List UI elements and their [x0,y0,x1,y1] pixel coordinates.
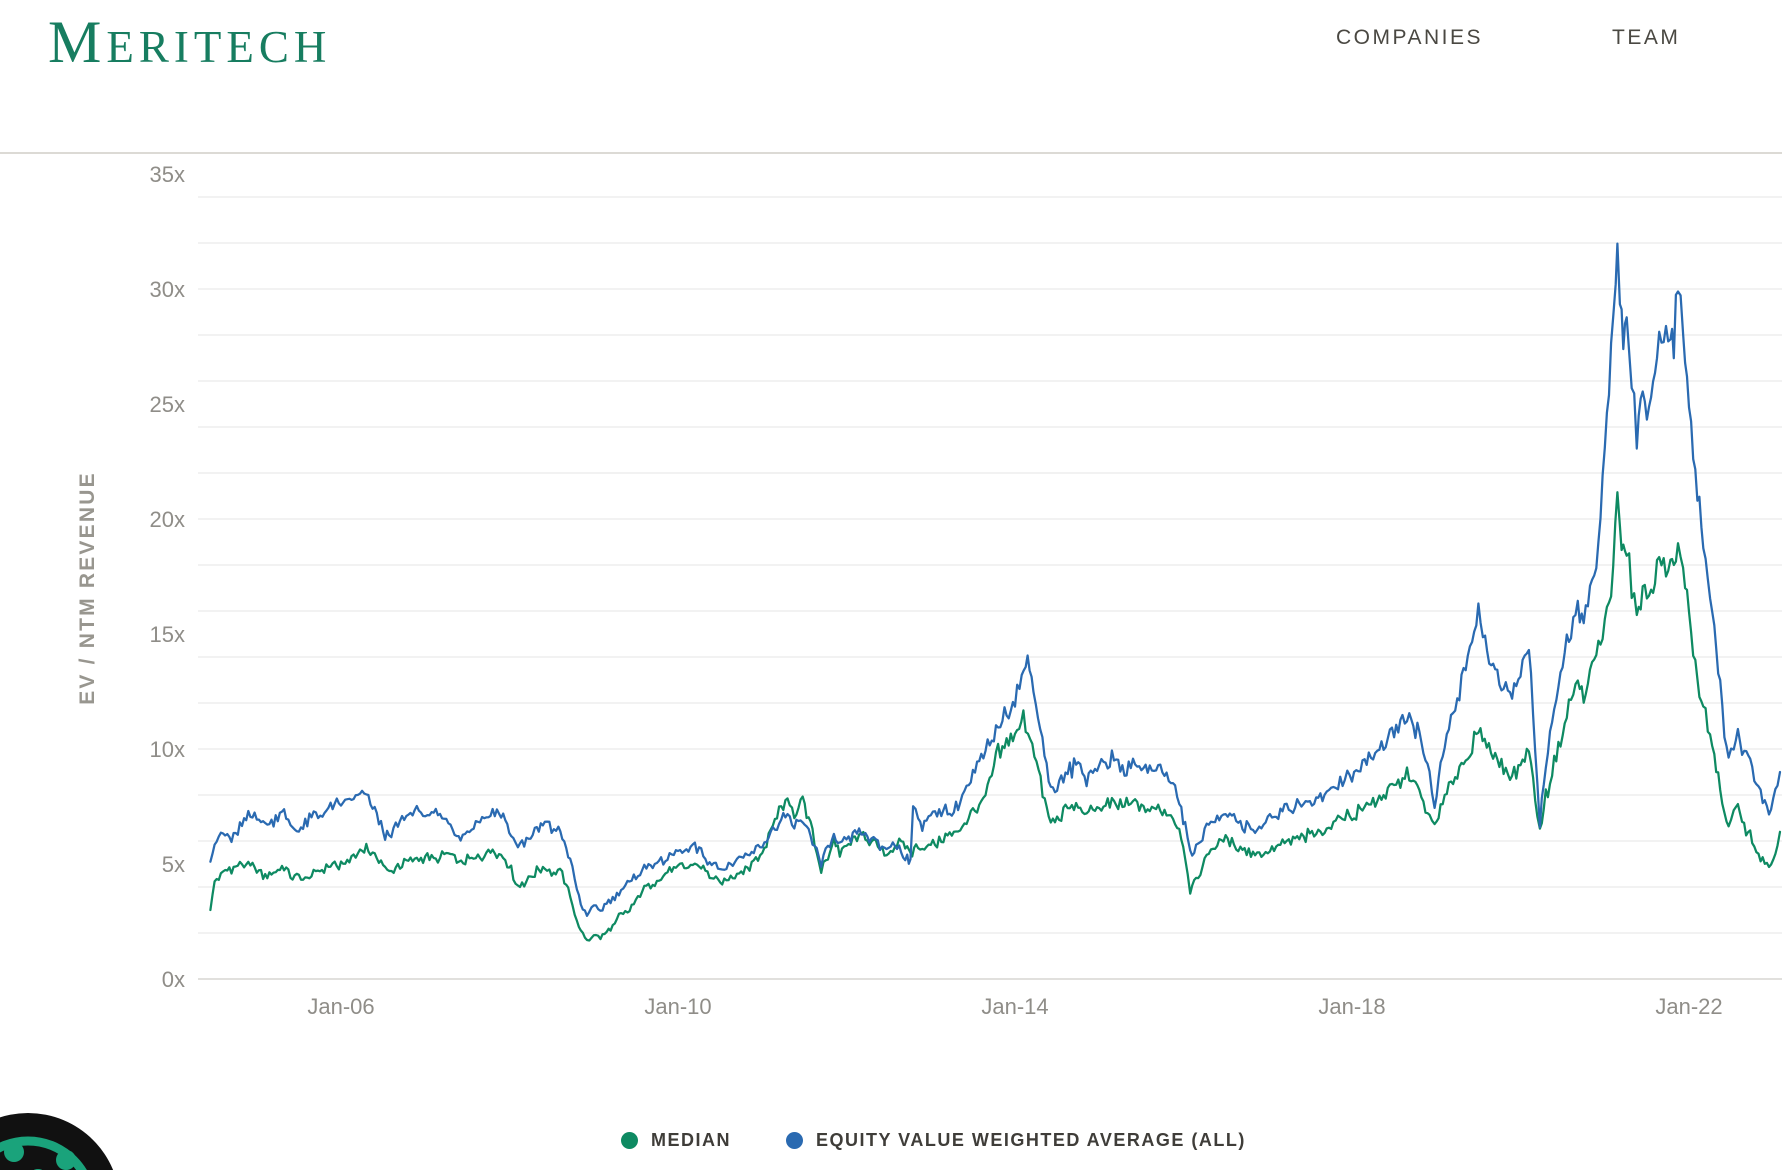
x-tick-label: Jan-22 [1655,994,1723,1019]
x-tick-label: Jan-10 [644,994,712,1019]
y-tick-label: 20x [149,507,185,532]
header-divider [0,152,1782,154]
logo-initial: M [48,9,107,75]
logo-rest: ERITECH [106,22,332,72]
x-tick-label: Jan-06 [307,994,375,1019]
series-line-weighted-average [209,242,1782,917]
median-series-marker-icon [621,1132,638,1149]
corner-widget-button[interactable] [0,1100,170,1170]
y-tick-label: 30x [149,277,185,302]
legend-item-median[interactable]: MEDIAN [621,1130,731,1151]
legend-median-label: MEDIAN [651,1130,731,1150]
y-tick-label: 25x [149,392,185,417]
x-tick-label: Jan-18 [1318,994,1386,1019]
logo-meritech[interactable]: MERITECH [48,8,331,77]
nav-companies[interactable]: COMPANIES [1336,26,1483,49]
series-line-median [209,491,1782,942]
x-tick-label: Jan-14 [981,994,1049,1019]
legend-item-weighted-average[interactable]: EQUITY VALUE WEIGHTED AVERAGE (ALL) [786,1130,1246,1151]
y-tick-label: 0x [161,967,185,992]
y-tick-label: 10x [149,737,185,762]
y-axis-title: EV / NTM REVENUE [76,471,99,705]
cookie-icon [0,1113,114,1170]
weighted-average-series-marker-icon [786,1132,803,1149]
y-tick-label: 5x [161,852,185,877]
nav-team[interactable]: TEAM [1612,26,1681,49]
y-tick-label: 35x [149,162,185,187]
legend-weighted-average-label: EQUITY VALUE WEIGHTED AVERAGE (ALL) [816,1130,1246,1150]
y-tick-label: 15x [149,622,185,647]
